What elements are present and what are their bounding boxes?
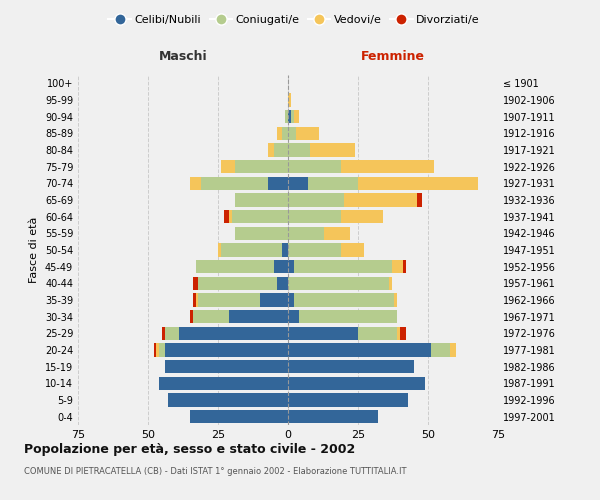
Bar — [199, 276, 277, 290]
Text: COMUNE DI PIETRACATELLA (CB) - Dati ISTAT 1° gennaio 2002 - Elaborazione TUTTITA: COMUNE DI PIETRACATELLA (CB) - Dati ISTA… — [24, 468, 407, 476]
Bar — [229, 310, 288, 324]
Text: Popolazione per età, sesso e stato civile - 2002: Popolazione per età, sesso e stato civil… — [24, 442, 355, 456]
Bar — [268, 144, 274, 156]
Bar — [288, 194, 344, 206]
Text: Maschi: Maschi — [158, 50, 208, 64]
Bar — [159, 376, 288, 390]
Bar — [288, 210, 341, 224]
Legend: Celibi/Nubili, Coniugati/e, Vedovi/e, Divorziati/e: Celibi/Nubili, Coniugati/e, Vedovi/e, Di… — [104, 10, 484, 29]
Text: Femmine: Femmine — [361, 50, 425, 64]
Bar — [288, 226, 325, 240]
Bar — [283, 126, 288, 140]
Bar — [162, 326, 165, 340]
Bar — [288, 260, 293, 274]
Bar — [341, 210, 383, 224]
Bar — [288, 144, 310, 156]
Bar — [196, 260, 274, 274]
Bar — [389, 276, 392, 290]
Bar — [196, 294, 199, 306]
Bar — [308, 176, 358, 190]
Bar — [451, 344, 456, 356]
Bar — [218, 244, 221, 256]
Bar — [293, 260, 392, 274]
Bar — [232, 210, 288, 224]
Bar — [431, 344, 451, 356]
Bar — [288, 344, 431, 356]
Bar — [224, 210, 229, 224]
Y-axis label: Fasce di età: Fasce di età — [29, 217, 39, 283]
Bar — [193, 294, 196, 306]
Bar — [417, 194, 422, 206]
Bar — [288, 94, 291, 106]
Bar — [288, 326, 358, 340]
Bar — [235, 194, 288, 206]
Bar — [235, 160, 288, 173]
Bar — [193, 310, 229, 324]
Bar — [201, 176, 268, 190]
Bar — [277, 126, 283, 140]
Bar — [277, 276, 288, 290]
Bar — [299, 310, 397, 324]
Bar — [358, 326, 397, 340]
Bar — [167, 394, 288, 406]
Bar — [341, 244, 364, 256]
Bar — [285, 110, 288, 124]
Bar — [274, 260, 288, 274]
Bar — [260, 294, 288, 306]
Bar — [221, 160, 235, 173]
Bar — [344, 194, 417, 206]
Bar — [392, 260, 403, 274]
Bar — [193, 276, 199, 290]
Bar — [288, 126, 296, 140]
Bar — [310, 144, 355, 156]
Bar — [291, 110, 293, 124]
Bar — [288, 160, 341, 173]
Bar — [288, 276, 389, 290]
Bar — [199, 294, 260, 306]
Bar — [288, 244, 341, 256]
Bar — [165, 344, 288, 356]
Bar — [190, 310, 193, 324]
Bar — [397, 326, 400, 340]
Bar — [283, 244, 288, 256]
Bar — [394, 294, 397, 306]
Bar — [288, 376, 425, 390]
Bar — [325, 226, 350, 240]
Bar — [221, 244, 283, 256]
Bar — [229, 210, 232, 224]
Bar — [358, 176, 478, 190]
Bar — [288, 110, 291, 124]
Bar — [400, 326, 406, 340]
Bar — [288, 410, 377, 424]
Bar — [288, 294, 293, 306]
Bar — [179, 326, 288, 340]
Bar — [165, 326, 179, 340]
Bar — [293, 110, 299, 124]
Bar — [341, 160, 434, 173]
Bar — [288, 360, 414, 374]
Bar — [235, 226, 288, 240]
Bar — [154, 344, 157, 356]
Bar — [288, 176, 308, 190]
Bar — [157, 344, 159, 356]
Bar — [293, 294, 394, 306]
Bar — [165, 360, 288, 374]
Bar — [288, 394, 409, 406]
Bar — [190, 176, 201, 190]
Bar — [190, 410, 288, 424]
Bar — [296, 126, 319, 140]
Bar — [403, 260, 406, 274]
Bar — [159, 344, 165, 356]
Bar — [274, 144, 288, 156]
Bar — [288, 310, 299, 324]
Bar — [268, 176, 288, 190]
